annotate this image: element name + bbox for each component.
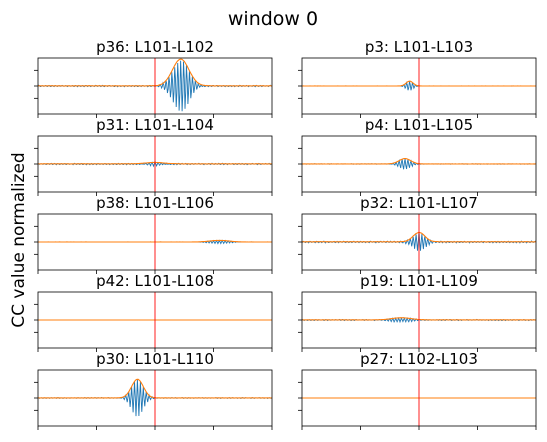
subplot-title: p30: L101-L110 xyxy=(96,350,214,368)
subplot-title: p27: L102-L103 xyxy=(360,350,478,368)
subplot-title: p3: L101-L103 xyxy=(365,38,473,56)
figure-title: window 0 xyxy=(228,8,318,30)
subplot: p19: L101-L109 xyxy=(298,272,536,352)
plot-area xyxy=(302,136,536,192)
subplot: p30: L101-L110 xyxy=(34,350,272,430)
subplot-title: p36: L101-L102 xyxy=(96,38,214,56)
subplot: p4: L101-L105 xyxy=(298,116,536,196)
subplot: p38: L101-L106 xyxy=(34,194,272,274)
plot-area xyxy=(302,292,536,348)
subplot-title: p19: L101-L109 xyxy=(360,272,478,290)
subplot: p32: L101-L107 xyxy=(298,194,536,274)
plot-area xyxy=(38,214,272,270)
plot-area xyxy=(302,370,536,426)
subplot: p3: L101-L103 xyxy=(298,38,536,118)
subplot-title: p32: L101-L107 xyxy=(360,194,478,212)
subplot: p31: L101-L104 xyxy=(34,116,272,196)
subplot-title: p42: L101-L108 xyxy=(96,272,214,290)
plot-area xyxy=(38,58,272,114)
plot-area xyxy=(38,370,272,426)
y-axis-label: CC value normalized xyxy=(9,152,29,327)
subplot-title: p31: L101-L104 xyxy=(96,116,214,134)
subplot: p42: L101-L108 xyxy=(34,272,272,352)
plot-area xyxy=(38,136,272,192)
plot-area xyxy=(38,292,272,348)
subplot-title: p4: L101-L105 xyxy=(365,116,473,134)
subplot: p36: L101-L102 xyxy=(34,38,272,118)
plot-area xyxy=(302,58,536,114)
subplot-grid: p36: L101-L102 p3: L101-L103 p31: L101-L10… xyxy=(34,38,536,430)
subplot-title: p38: L101-L106 xyxy=(96,194,214,212)
subplot: p27: L102-L103 xyxy=(298,350,536,430)
plot-area xyxy=(302,214,536,270)
